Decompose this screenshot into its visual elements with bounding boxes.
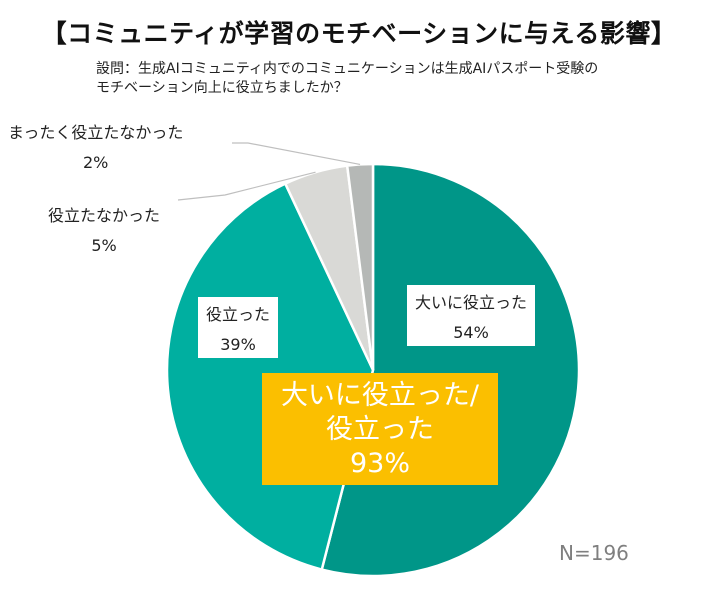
- sample-size-label: N=196: [559, 541, 629, 565]
- leader-line-not-helpful-at-all: [232, 142, 361, 165]
- question-line-2: モチベーション向上に役立ちましたか？: [96, 80, 348, 96]
- slice-label-text: 役立った: [206, 305, 271, 324]
- slice-label-percent: 54%: [453, 323, 489, 342]
- slice-label-very-helpful: 大いに役立った 54%: [407, 285, 536, 346]
- slice-label-text: 役立たなかった: [48, 206, 161, 225]
- slice-label-percent: 5%: [91, 236, 117, 255]
- summary-line-2: 役立った: [326, 414, 434, 445]
- summary-callout: 大いに役立った/ 役立った 93%: [262, 373, 498, 485]
- question-line-1: 設問：生成AIコミュニティ内でのコミュニケーションは生成AIパスポート受験の: [96, 61, 599, 77]
- slice-label-helpful: 役立った 39%: [198, 297, 279, 358]
- slice-label-not-helpful: 役立たなかった 5%: [48, 202, 160, 255]
- slice-label-percent: 2%: [82, 153, 109, 172]
- chart-title: 【コミュニティが学習のモチベーションに与える影響】: [41, 19, 677, 48]
- summary-value: 93%: [349, 448, 410, 479]
- survey-question: 設問：生成AIコミュニティ内でのコミュニケーションは生成AIパスポート受験の モ…: [96, 60, 696, 98]
- slice-label-not-helpful-at-all: まったく役立たなかった 2%: [8, 119, 183, 172]
- slice-label-text: まったく役立たなかった: [8, 123, 184, 142]
- summary-line-1: 大いに役立った/: [280, 380, 480, 411]
- slice-label-text: 大いに役立った: [415, 293, 528, 312]
- slice-label-percent: 39%: [220, 335, 256, 354]
- leader-line-not-helpful: [177, 171, 316, 201]
